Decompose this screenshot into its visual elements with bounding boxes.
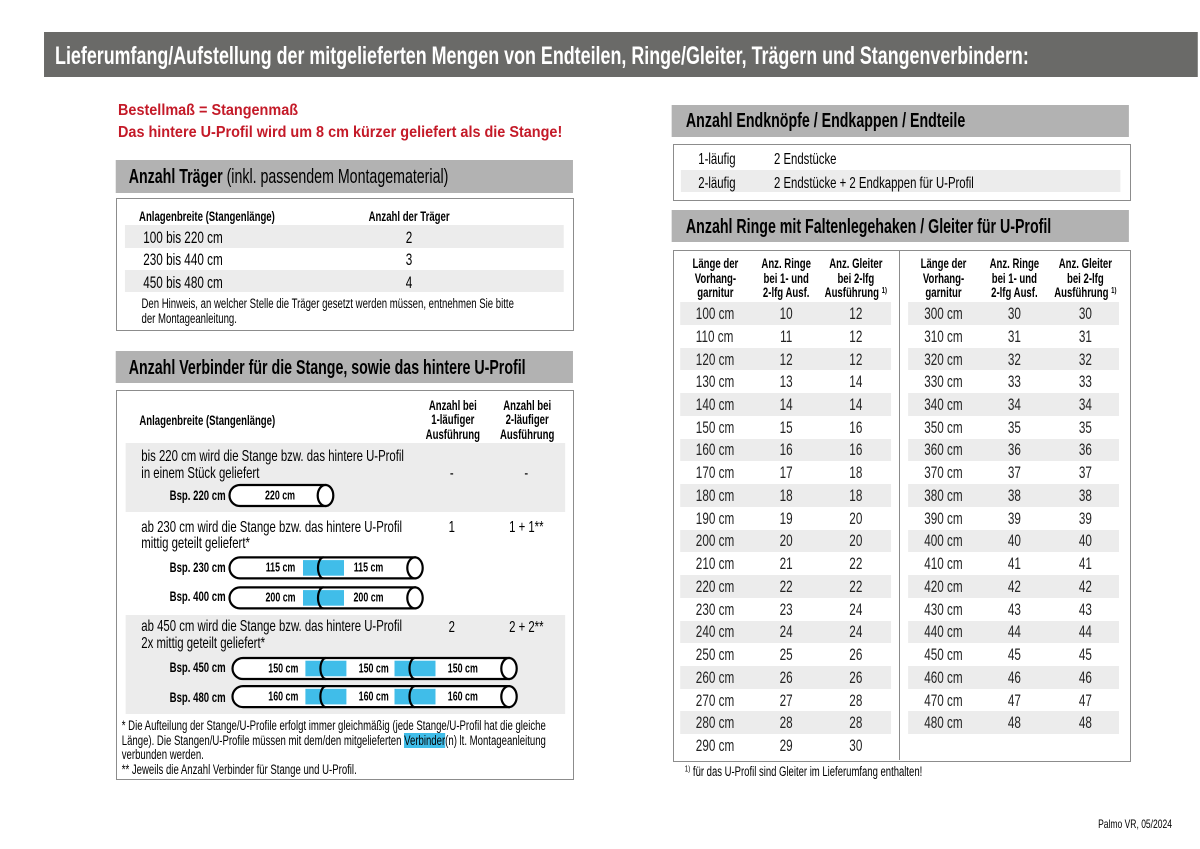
svg-text:200 cm: 200 cm (265, 591, 295, 605)
svg-text:115 cm: 115 cm (354, 561, 384, 575)
svg-text:150 cm: 150 cm (448, 662, 478, 676)
svg-text:150 cm: 150 cm (268, 662, 298, 676)
svg-text:220 cm: 220 cm (265, 489, 295, 503)
svg-text:200 cm: 200 cm (353, 591, 383, 605)
svg-text:115 cm: 115 cm (266, 561, 296, 575)
svg-text:160 cm: 160 cm (448, 690, 478, 704)
svg-text:150 cm: 150 cm (359, 662, 389, 676)
svg-text:160 cm: 160 cm (359, 690, 389, 704)
svg-text:160 cm: 160 cm (268, 690, 298, 704)
